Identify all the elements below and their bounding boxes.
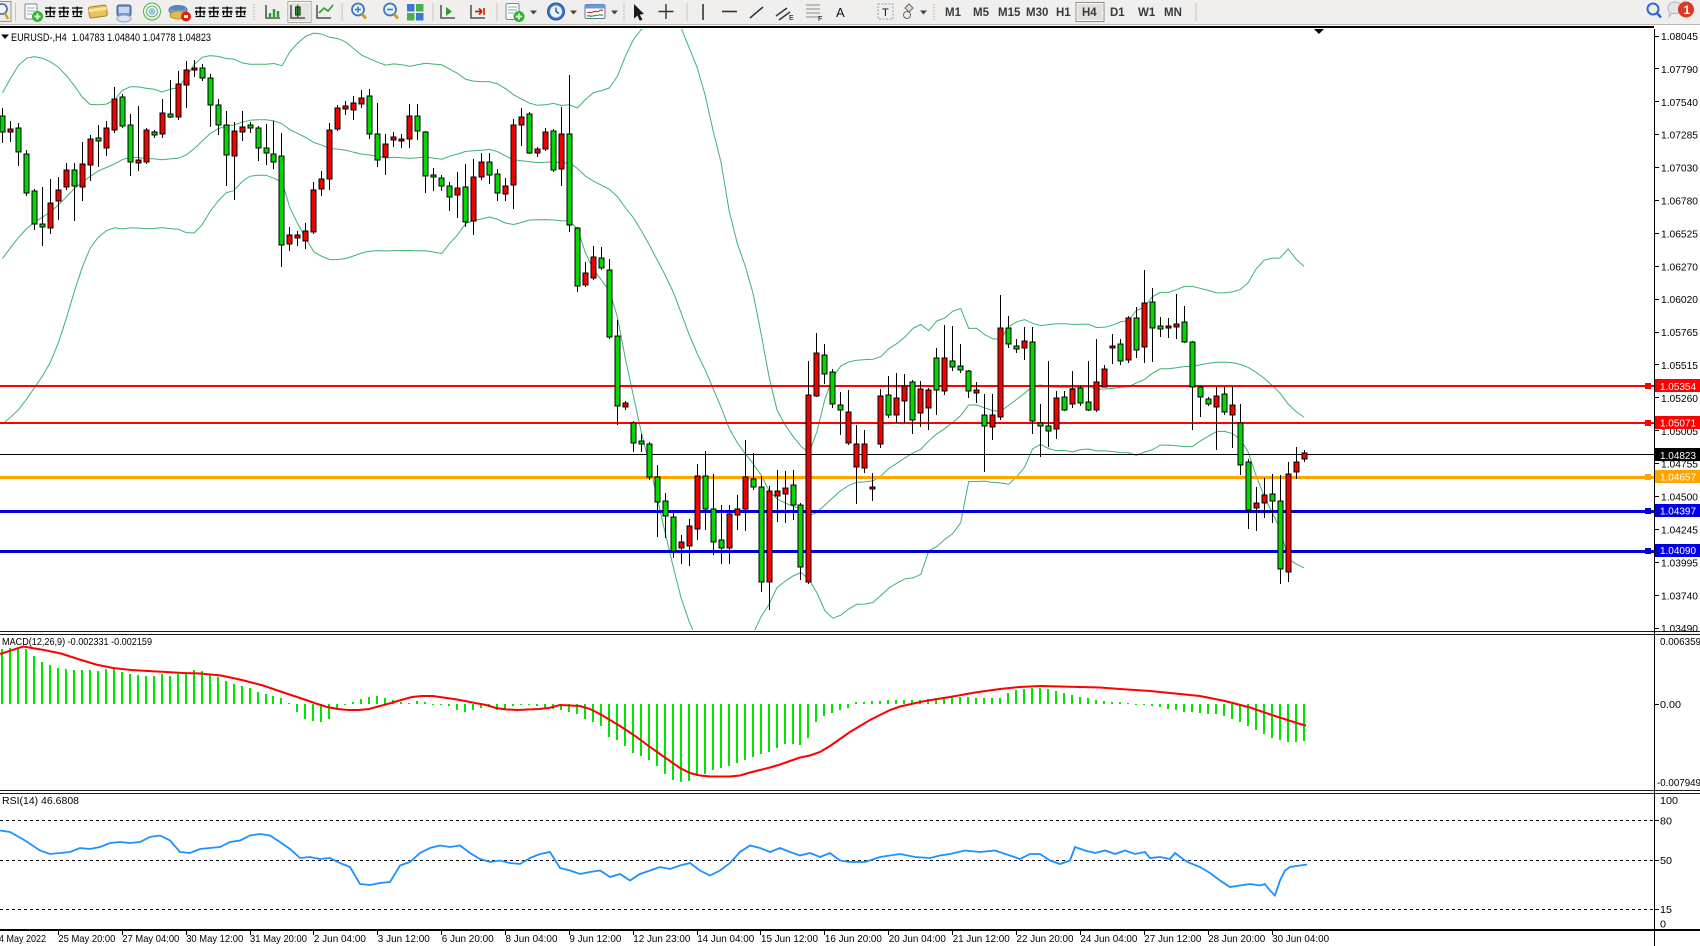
svg-text:MN: MN [1164, 7, 1182, 19]
svg-text:6 Jun 20:00: 6 Jun 20:00 [442, 933, 494, 945]
svg-text:80: 80 [1660, 816, 1672, 828]
svg-text:1.03490: 1.03490 [1661, 623, 1698, 635]
svg-text:1.06525: 1.06525 [1661, 228, 1698, 240]
svg-text:1.04397: 1.04397 [1660, 505, 1696, 517]
svg-text:20 Jun 04:00: 20 Jun 04:00 [889, 933, 946, 945]
svg-text:2 Jun 04:00: 2 Jun 04:00 [314, 933, 366, 945]
svg-text:27 Jun 12:00: 27 Jun 12:00 [1144, 933, 1201, 945]
svg-text:H1: H1 [1056, 7, 1071, 19]
svg-text:30 Jun 04:00: 30 Jun 04:00 [1272, 933, 1329, 945]
svg-text:M15: M15 [998, 7, 1021, 19]
svg-text:0.00: 0.00 [1660, 699, 1681, 711]
svg-text:1.05515: 1.05515 [1661, 360, 1698, 372]
svg-text:M30: M30 [1026, 7, 1048, 19]
svg-text:T: T [882, 7, 889, 19]
svg-text:1.04657: 1.04657 [1660, 472, 1696, 484]
svg-text:RSI(14) 46.6808: RSI(14) 46.6808 [2, 795, 79, 807]
svg-text:9 Jun 12:00: 9 Jun 12:00 [569, 933, 621, 945]
svg-text:1: 1 [1684, 3, 1691, 17]
svg-text:1.08045: 1.08045 [1661, 31, 1698, 43]
svg-text:1.05354: 1.05354 [1660, 381, 1696, 393]
svg-text:0.006359: 0.006359 [1660, 636, 1700, 648]
svg-text:1.06780: 1.06780 [1661, 196, 1698, 208]
svg-text:-0.007949: -0.007949 [1657, 777, 1700, 789]
svg-text:EURUSD-,H4 1.04783 1.04840 1.: EURUSD-,H4 1.04783 1.04840 1.04778 1.048… [11, 32, 211, 44]
svg-text:14 Jun 04:00: 14 Jun 04:00 [697, 933, 754, 945]
svg-text:1.03740: 1.03740 [1661, 590, 1698, 602]
svg-text:1.07540: 1.07540 [1661, 97, 1698, 109]
svg-text:1.06270: 1.06270 [1661, 261, 1698, 273]
svg-text:0: 0 [1660, 919, 1666, 931]
svg-text:M1: M1 [945, 7, 962, 19]
svg-text:1.04245: 1.04245 [1661, 525, 1698, 537]
svg-text:F: F [818, 16, 822, 23]
svg-text:1.03995: 1.03995 [1661, 557, 1698, 569]
svg-text:30 May 12:00: 30 May 12:00 [186, 933, 243, 945]
svg-text:100: 100 [1660, 795, 1678, 807]
svg-text:21 Jun 12:00: 21 Jun 12:00 [953, 933, 1010, 945]
svg-text:28 Jun 20:00: 28 Jun 20:00 [1208, 933, 1265, 945]
svg-text:1.04755: 1.04755 [1661, 459, 1698, 471]
svg-text:22 Jun 20:00: 22 Jun 20:00 [1017, 933, 1074, 945]
svg-text:31 May 20:00: 31 May 20:00 [250, 933, 307, 945]
svg-text:1.07285: 1.07285 [1661, 130, 1698, 142]
svg-text:W1: W1 [1138, 7, 1156, 19]
svg-text:27 May 04:00: 27 May 04:00 [122, 933, 179, 945]
svg-text:24 Jun 04:00: 24 Jun 04:00 [1080, 933, 1137, 945]
svg-text:1.05071: 1.05071 [1660, 418, 1696, 430]
svg-text:50: 50 [1660, 855, 1672, 867]
svg-text:D1: D1 [1110, 7, 1125, 19]
svg-text:24 May 2022: 24 May 2022 [0, 933, 46, 945]
svg-text:3 Jun 12:00: 3 Jun 12:00 [378, 933, 430, 945]
svg-text:1.04823: 1.04823 [1660, 450, 1696, 462]
svg-text:1.04500: 1.04500 [1661, 492, 1698, 504]
svg-text:MACD(12,26,9) -0.002331 -0.002: MACD(12,26,9) -0.002331 -0.002159 [2, 636, 152, 648]
svg-text:A: A [836, 5, 845, 20]
svg-text:8 Jun 04:00: 8 Jun 04:00 [506, 933, 558, 945]
svg-text:E: E [789, 15, 794, 22]
svg-text:1.05260: 1.05260 [1661, 393, 1698, 405]
svg-text:12 Jun 23:00: 12 Jun 23:00 [633, 933, 690, 945]
svg-text:25 May 20:00: 25 May 20:00 [58, 933, 115, 945]
svg-text:1.07790: 1.07790 [1661, 64, 1698, 76]
svg-text:16 Jun 20:00: 16 Jun 20:00 [825, 933, 882, 945]
svg-text:H4: H4 [1082, 7, 1097, 19]
svg-text:1.04090: 1.04090 [1660, 545, 1696, 557]
svg-text:15 Jun 12:00: 15 Jun 12:00 [761, 933, 818, 945]
svg-text:1.07030: 1.07030 [1661, 163, 1698, 175]
svg-text:1.06020: 1.06020 [1661, 294, 1698, 306]
svg-text:15: 15 [1660, 904, 1672, 916]
svg-text:1.05765: 1.05765 [1661, 327, 1698, 339]
svg-text:M5: M5 [973, 7, 990, 19]
